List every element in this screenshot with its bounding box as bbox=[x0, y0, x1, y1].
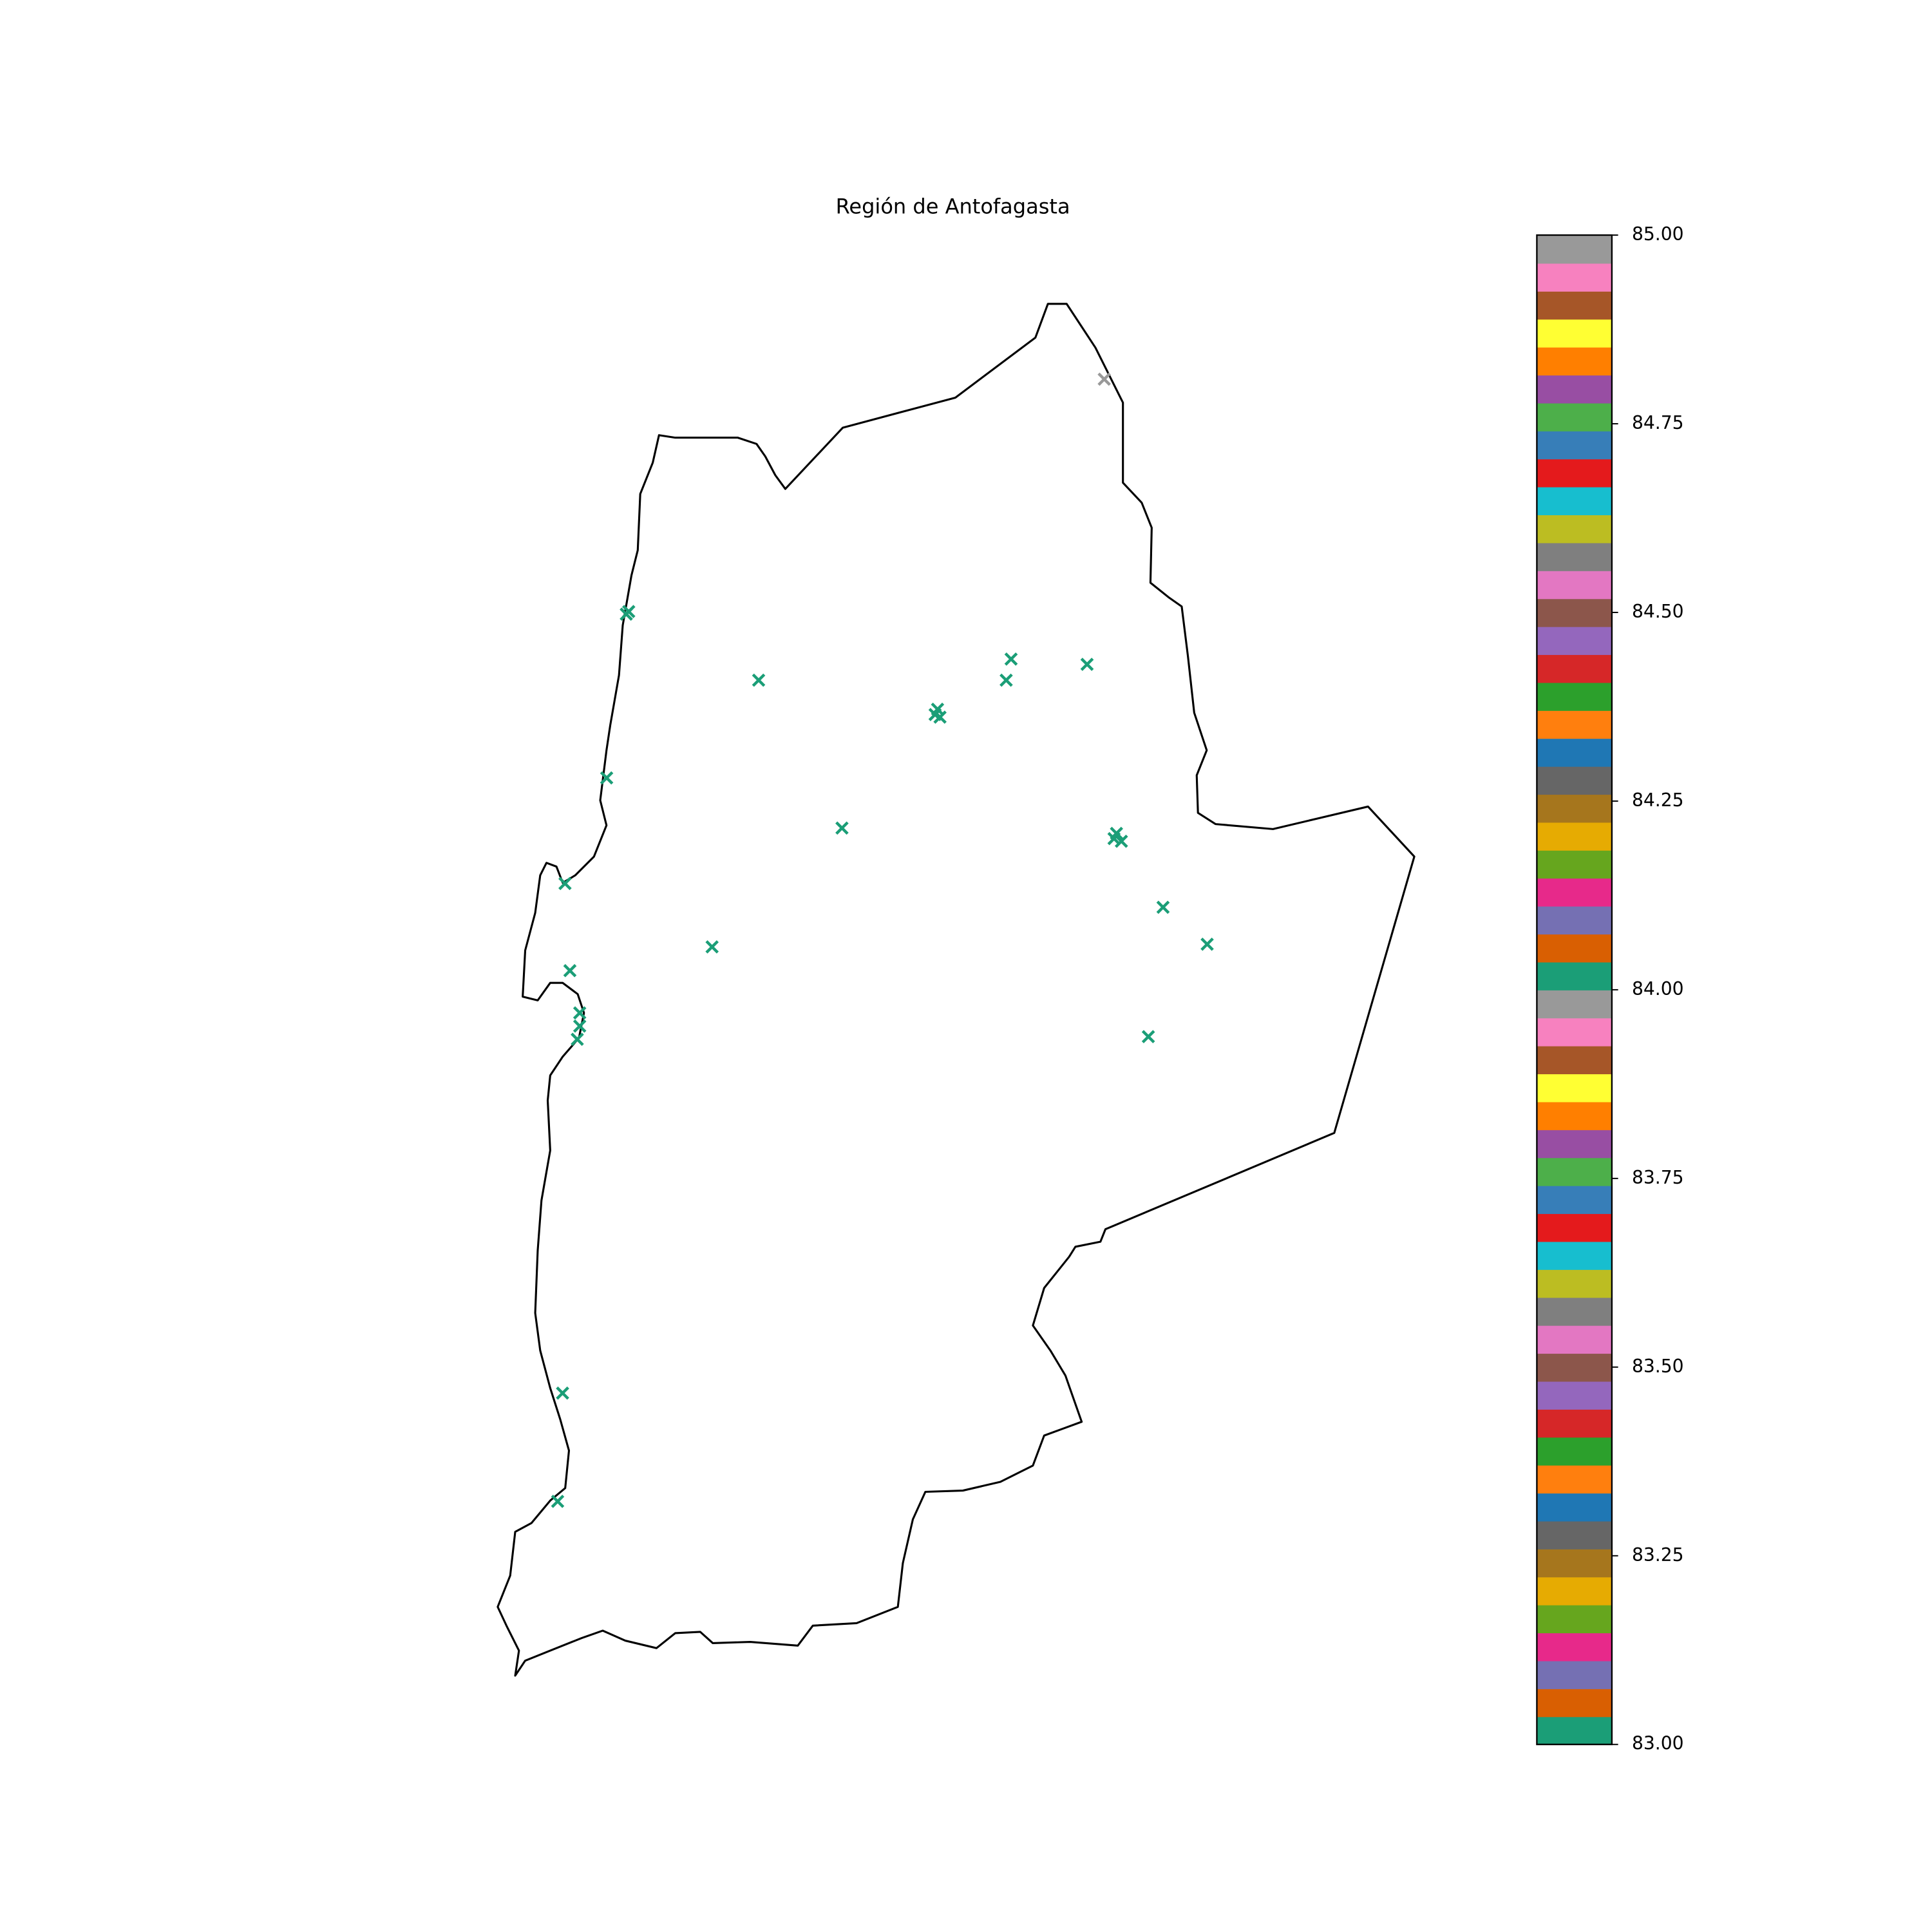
colorbar-segment bbox=[1537, 1548, 1612, 1578]
colorbar-segment bbox=[1537, 1213, 1612, 1242]
colorbar-segment bbox=[1537, 654, 1612, 683]
colorbar-segment bbox=[1537, 878, 1612, 907]
colorbar-segment bbox=[1537, 849, 1612, 879]
colorbar-segment bbox=[1537, 515, 1612, 544]
station-marker bbox=[1200, 937, 1214, 951]
colorbar-segment bbox=[1537, 1129, 1612, 1159]
colorbar-segment bbox=[1537, 1688, 1612, 1718]
colorbar-segment bbox=[1537, 1464, 1612, 1494]
colorbar-segment bbox=[1537, 542, 1612, 571]
colorbar-segment bbox=[1537, 682, 1612, 711]
colorbar-segment bbox=[1537, 766, 1612, 795]
station-marker bbox=[999, 673, 1013, 687]
colorbar-segment bbox=[1537, 905, 1612, 935]
station-marker bbox=[705, 940, 719, 954]
colorbar-segment bbox=[1537, 1493, 1612, 1522]
station-marker bbox=[621, 605, 636, 618]
colorbar-segment bbox=[1537, 1297, 1612, 1326]
colorbar-segment bbox=[1537, 1716, 1612, 1745]
station-marker bbox=[1080, 658, 1094, 671]
station-marker bbox=[1107, 831, 1121, 846]
colorbar-segment bbox=[1537, 1660, 1612, 1689]
colorbar-tick-label: 84.00 bbox=[1632, 978, 1684, 999]
colorbar-segment bbox=[1537, 822, 1612, 851]
station-marker bbox=[752, 673, 766, 687]
colorbar-segment bbox=[1537, 1185, 1612, 1215]
colorbar-segment bbox=[1537, 1408, 1612, 1438]
colorbar-segment bbox=[1537, 710, 1612, 739]
station-marker bbox=[835, 821, 849, 835]
station-marker bbox=[1114, 835, 1128, 848]
colorbar-tick-label: 83.50 bbox=[1632, 1356, 1684, 1377]
colorbar-segment bbox=[1537, 1157, 1612, 1186]
colorbar-segment bbox=[1537, 1633, 1612, 1662]
colorbar-segment bbox=[1537, 934, 1612, 963]
colorbar-segment bbox=[1537, 1074, 1612, 1103]
colorbar-tick-label: 84.25 bbox=[1632, 790, 1684, 811]
colorbar-tick-label: 83.00 bbox=[1632, 1733, 1684, 1754]
station-marker bbox=[551, 1495, 565, 1508]
colorbar-segment bbox=[1537, 1045, 1612, 1075]
colorbar-segment bbox=[1537, 459, 1612, 488]
colorbar-tick-label: 83.75 bbox=[1632, 1167, 1684, 1188]
colorbar-tick-label: 84.50 bbox=[1632, 601, 1684, 622]
station-marker bbox=[928, 708, 942, 721]
station-marker bbox=[1141, 1030, 1155, 1044]
colorbar-segment bbox=[1537, 1241, 1612, 1270]
colorbar-segment bbox=[1537, 319, 1612, 348]
station-marker bbox=[1004, 652, 1018, 666]
colorbar-segment bbox=[1537, 1269, 1612, 1298]
colorbar-segment bbox=[1537, 989, 1612, 1019]
colorbar-segment bbox=[1537, 1604, 1612, 1634]
station-marker bbox=[571, 1032, 584, 1046]
station-marker bbox=[573, 1006, 587, 1020]
colorbar-segment bbox=[1537, 794, 1612, 823]
station-marker bbox=[1097, 372, 1111, 386]
points bbox=[551, 372, 1214, 1508]
colorbar-segment bbox=[1537, 290, 1612, 320]
map-title: Región de Antofagasta bbox=[836, 194, 1070, 218]
colorbar-segment bbox=[1537, 263, 1612, 292]
colorbar-segment bbox=[1537, 1437, 1612, 1466]
colorbar-segment bbox=[1537, 738, 1612, 767]
colorbar-segment bbox=[1537, 1325, 1612, 1354]
colorbar-segment bbox=[1537, 1353, 1612, 1382]
station-marker bbox=[573, 1019, 587, 1033]
colorbar-segment bbox=[1537, 1577, 1612, 1605]
region-outline bbox=[497, 303, 1416, 1677]
station-marker bbox=[600, 771, 614, 785]
colorbar-segment bbox=[1537, 598, 1612, 627]
colorbar-segment bbox=[1537, 1520, 1612, 1549]
station-marker bbox=[556, 1386, 569, 1400]
colorbar-segment bbox=[1537, 626, 1612, 656]
station-marker bbox=[558, 876, 572, 891]
colorbar-segment bbox=[1537, 430, 1612, 460]
colorbar-segment bbox=[1537, 402, 1612, 431]
colorbar-segment bbox=[1537, 1381, 1612, 1410]
colorbar-segment bbox=[1537, 375, 1612, 404]
colorbar-tick-label: 84.75 bbox=[1632, 412, 1684, 433]
colorbar-segment bbox=[1537, 570, 1612, 600]
colorbar-tick-label: 85.00 bbox=[1632, 223, 1684, 245]
colorbar-segment bbox=[1537, 486, 1612, 516]
colorbar: 83.00 83.25 83.50 83.75 84.00 84.25 84.50 84.75… bbox=[1536, 223, 1684, 1754]
station-marker bbox=[563, 963, 577, 978]
colorbar-tick-label: 83.25 bbox=[1632, 1544, 1684, 1566]
station-marker bbox=[1156, 900, 1170, 914]
colorbar-segment bbox=[1537, 1018, 1612, 1046]
colorbar-segment bbox=[1537, 235, 1612, 264]
colorbar-segment bbox=[1537, 961, 1612, 990]
colorbar-segment bbox=[1537, 1101, 1612, 1130]
colorbar-segment bbox=[1537, 346, 1612, 376]
